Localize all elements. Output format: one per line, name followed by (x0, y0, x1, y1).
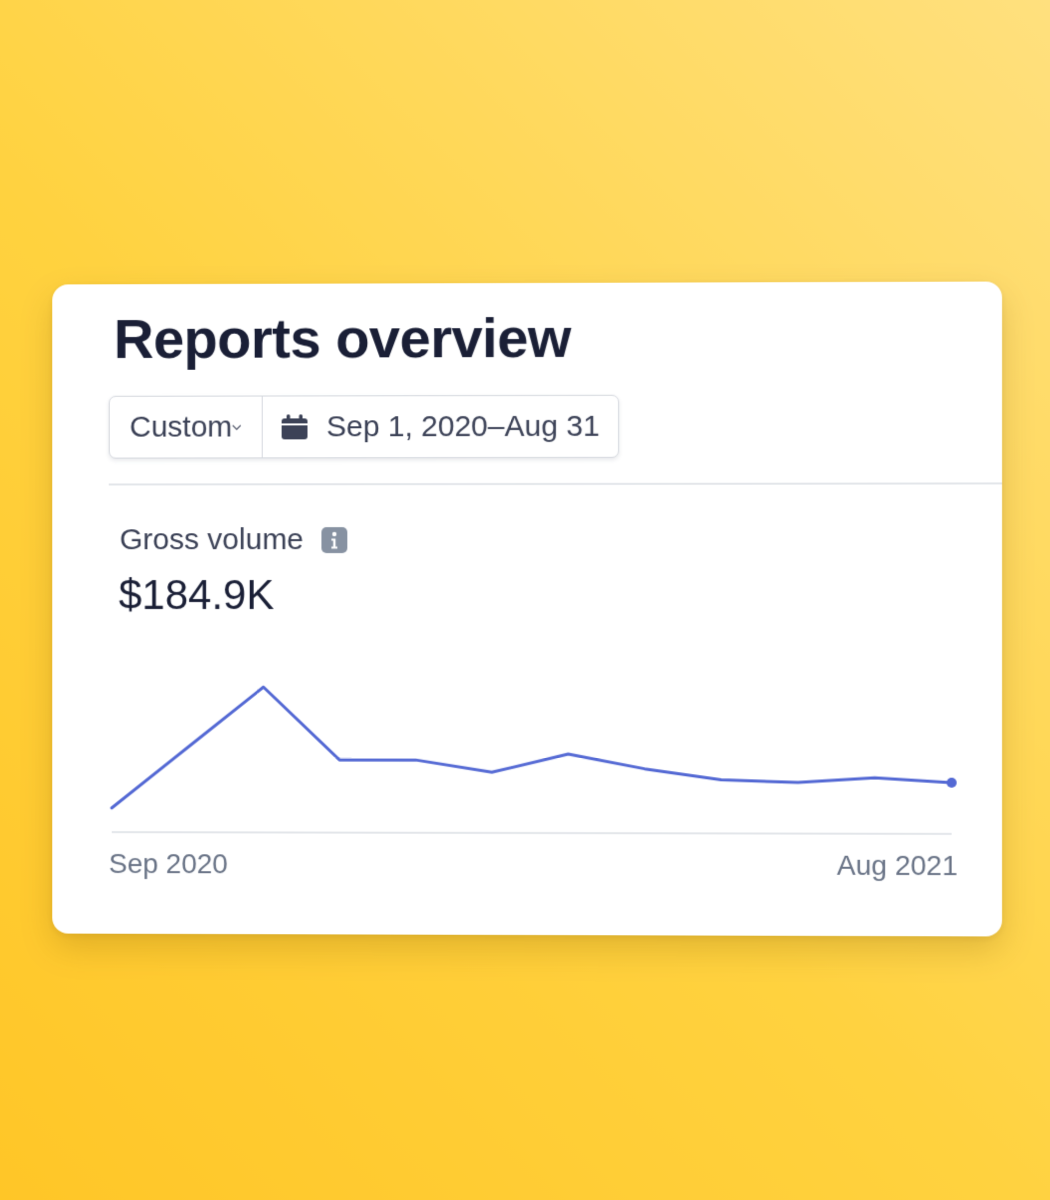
section-divider (109, 482, 1002, 485)
range-select[interactable]: Custom (110, 397, 263, 458)
x-axis-start-label: Sep 2020 (109, 848, 228, 880)
series-end-point[interactable] (947, 778, 957, 788)
date-range-label: Sep 1, 2020–Aug 31 (326, 409, 599, 443)
x-axis-line (112, 832, 952, 834)
page-title: Reports overview (114, 305, 571, 371)
date-filter-group: Custom Sep 1, 2020–Aug 31 (109, 395, 619, 459)
metric-label-text: Gross volume (120, 523, 304, 557)
metric-value: $184.9K (119, 571, 274, 619)
x-axis-end-label: Aug 2021 (837, 850, 958, 882)
date-range-picker[interactable]: Sep 1, 2020–Aug 31 (263, 396, 618, 458)
reports-overview-card: Reports overview Custom Sep 1, 2020–Aug … (52, 282, 1002, 937)
calendar-icon (281, 414, 309, 440)
range-select-label: Custom (130, 410, 233, 444)
gross-volume-series-line (112, 687, 952, 810)
info-icon[interactable] (322, 527, 348, 553)
chevron-down-icon (232, 418, 242, 436)
metric-label: Gross volume (120, 523, 348, 557)
gross-volume-chart (102, 663, 962, 844)
